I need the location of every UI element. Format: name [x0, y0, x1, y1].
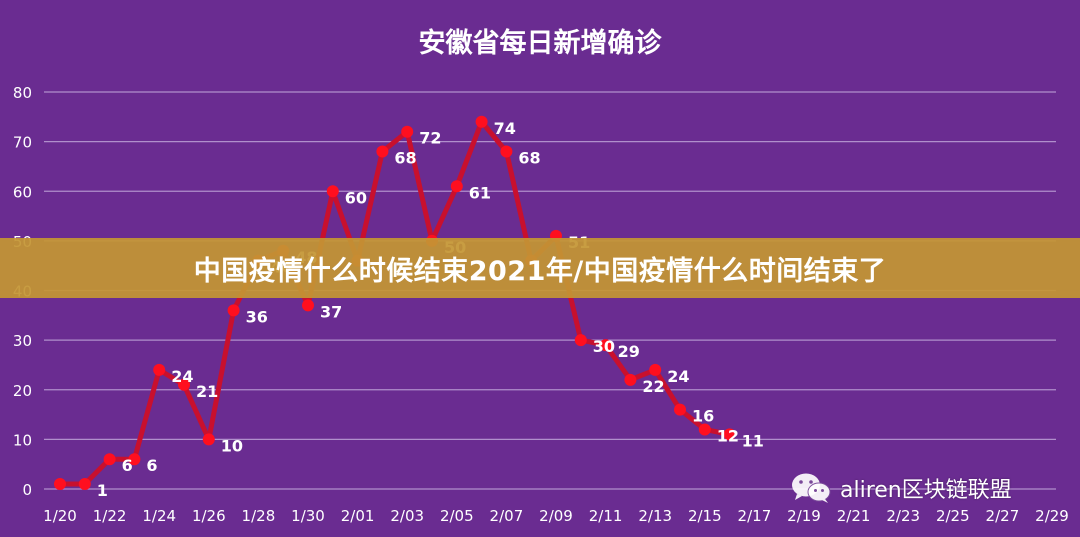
data-label: 68 [394, 149, 416, 168]
data-point [178, 378, 190, 391]
x-tick-label: 2/23 [886, 507, 920, 525]
x-tick-label: 2/15 [688, 507, 722, 525]
banner-text: 中国疫情什么时候结束2021年/中国疫情什么时间结束了 [193, 255, 887, 287]
y-tick-label: 70 [13, 134, 32, 152]
data-label: 6 [122, 456, 133, 475]
y-tick-label: 30 [13, 332, 32, 350]
data-point [376, 145, 389, 158]
x-tick-label: 2/03 [390, 507, 424, 525]
data-label: 74 [494, 119, 516, 138]
data-point [450, 180, 463, 193]
data-point [153, 363, 166, 376]
x-tick-label: 1/30 [291, 507, 325, 525]
data-point [674, 403, 686, 416]
data-point [78, 478, 91, 491]
data-label: 1 [97, 481, 108, 500]
x-tick-label: 1/20 [43, 507, 77, 525]
data-label: 10 [221, 436, 243, 455]
data-points [54, 115, 736, 491]
data-label: 24 [667, 367, 689, 386]
data-label: 60 [345, 188, 367, 207]
data-label: 29 [618, 342, 640, 361]
x-tick-label: 2/19 [787, 507, 821, 525]
data-point [227, 304, 240, 317]
chart-title: 安徽省每日新增确诊 [419, 27, 663, 59]
data-label: 61 [469, 183, 491, 202]
data-label: 11 [742, 431, 764, 450]
data-point [401, 125, 414, 138]
series-line-layer [57, 119, 733, 487]
x-tick-label: 2/29 [1035, 507, 1069, 525]
x-tick-label: 2/07 [490, 507, 524, 525]
data-label: 16 [692, 407, 714, 426]
data-label: 24 [171, 367, 193, 386]
data-point [475, 115, 488, 128]
data-point [128, 453, 141, 466]
data-label: 21 [196, 382, 218, 401]
x-tick-label: 1/22 [93, 507, 127, 525]
data-label: 6 [146, 456, 157, 475]
data-point [723, 428, 736, 441]
x-tick-label: 2/13 [638, 507, 672, 525]
data-label: 72 [419, 129, 441, 148]
y-tick-label: 20 [13, 382, 32, 400]
overlay-banner: 中国疫情什么时候结束2021年/中国疫情什么时间结束了 [0, 238, 1080, 298]
x-tick-label: 2/09 [539, 507, 573, 525]
data-point [698, 423, 711, 436]
x-axis-ticks: 1/20 1/22 1/24 1/26 1/28 1/30 2/01 2/03 2/05 2/07… [43, 507, 1069, 525]
data-point [599, 339, 612, 352]
y-tick-label: 80 [13, 84, 32, 102]
data-labels: 1662421103646483760687250617468513029222… [97, 119, 764, 500]
data-label: 30 [593, 337, 615, 356]
data-point [202, 433, 215, 446]
x-tick-label: 2/25 [936, 507, 970, 525]
series-line [57, 119, 733, 487]
data-point [54, 478, 66, 491]
x-tick-label: 1/26 [192, 507, 226, 525]
x-tick-label: 2/11 [589, 507, 623, 525]
x-tick-label: 2/21 [837, 507, 871, 525]
x-tick-label: 2/17 [738, 507, 772, 525]
x-tick-label: 2/01 [341, 507, 375, 525]
y-tick-label: 60 [13, 183, 32, 201]
data-label: 68 [518, 149, 540, 168]
x-tick-label: 2/05 [440, 507, 474, 525]
data-label: 12 [717, 426, 739, 445]
x-tick-label: 1/28 [242, 507, 276, 525]
data-point [326, 185, 339, 198]
watermark: aliren区块链联盟 [790, 470, 1012, 506]
y-tick-label: 10 [13, 431, 32, 449]
data-point [302, 299, 314, 312]
data-label: 22 [642, 377, 664, 396]
data-point [103, 453, 116, 466]
y-tick-label: 0 [22, 481, 32, 499]
data-point [649, 363, 662, 376]
data-point [574, 334, 587, 347]
data-point [500, 145, 513, 158]
data-point [624, 373, 637, 386]
wechat-icon [792, 473, 831, 503]
data-label: 36 [246, 307, 268, 326]
x-tick-label: 1/24 [142, 507, 176, 525]
data-label: 37 [320, 302, 342, 321]
watermark-text: aliren区块链联盟 [840, 478, 1012, 503]
x-tick-label: 2/27 [986, 507, 1020, 525]
